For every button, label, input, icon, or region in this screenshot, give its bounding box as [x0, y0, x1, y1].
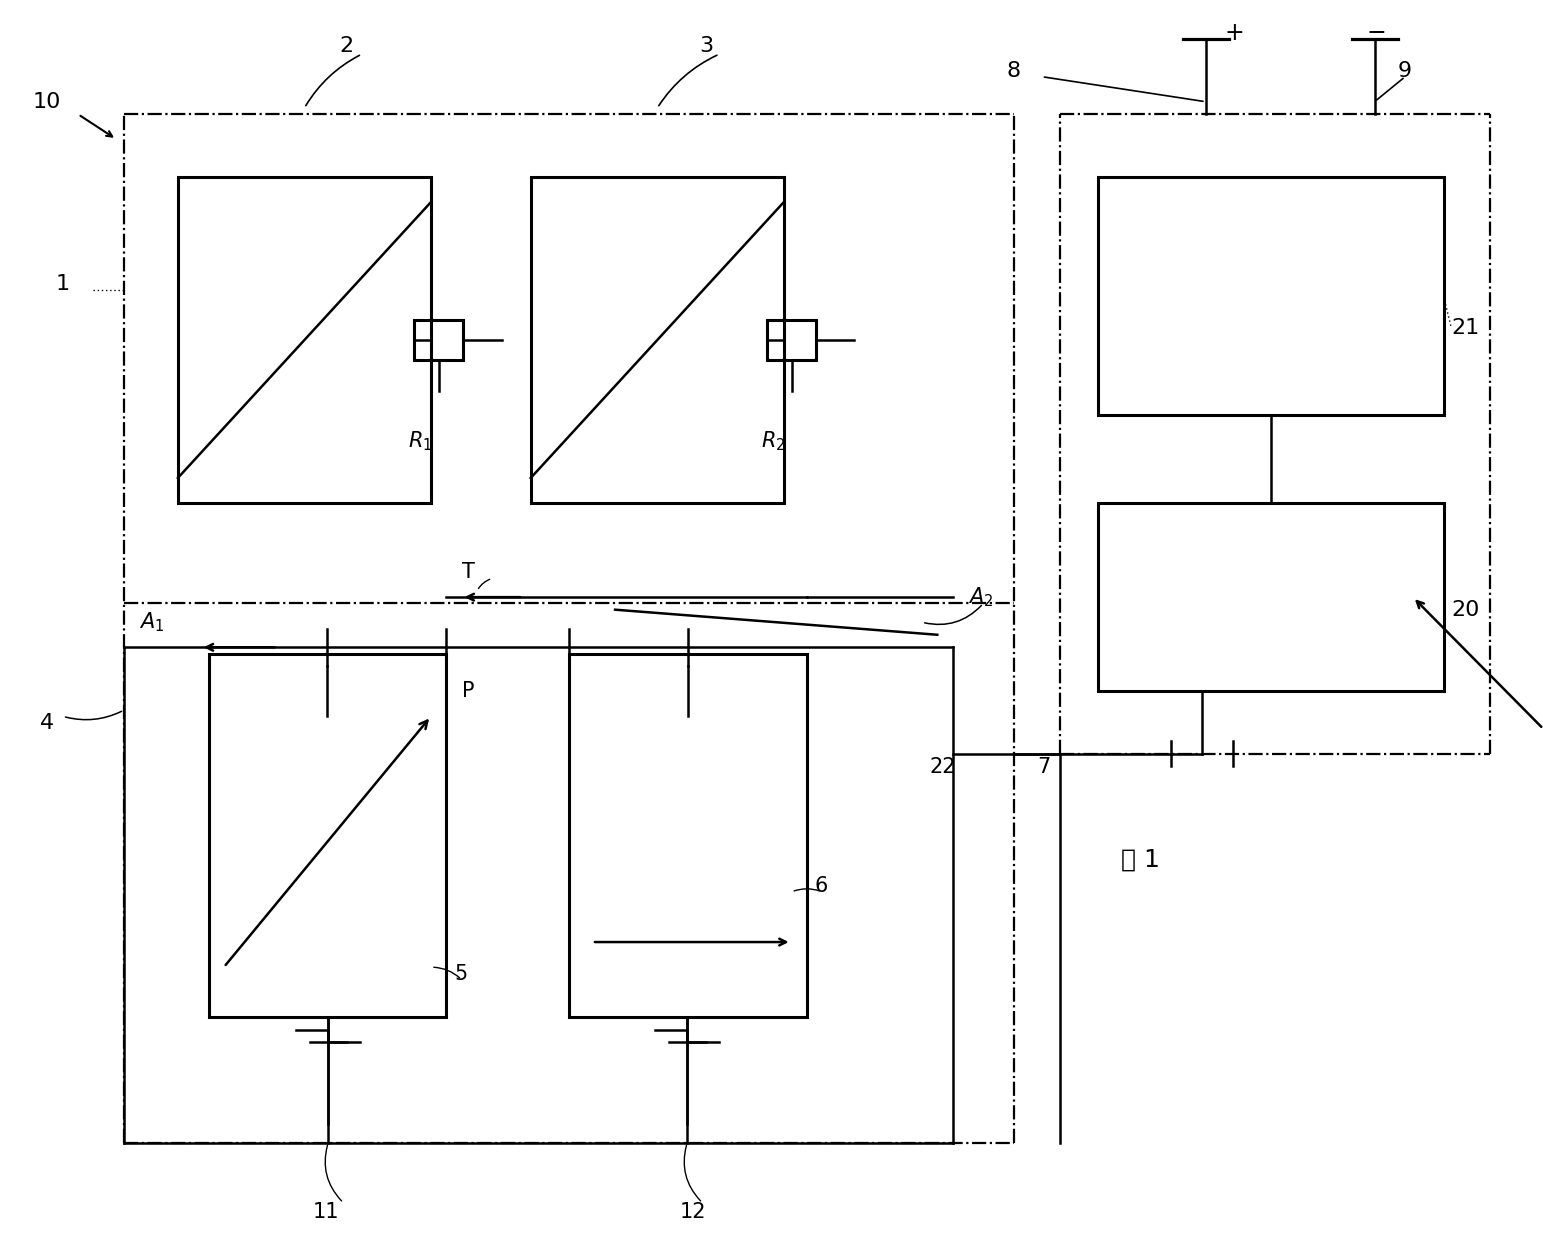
Text: T: T	[461, 562, 475, 582]
Text: 7: 7	[1037, 757, 1051, 777]
Bar	[1099, 177, 1444, 415]
Text: 1: 1	[56, 274, 69, 294]
Text: 12: 12	[679, 1202, 707, 1222]
Text: $A_1$: $A_1$	[139, 611, 165, 634]
Text: 11: 11	[313, 1202, 339, 1222]
Bar	[414, 321, 463, 360]
Bar	[767, 321, 816, 360]
Text: 4: 4	[40, 713, 54, 733]
Text: P: P	[461, 681, 474, 701]
Text: 9: 9	[1398, 60, 1412, 80]
Text: 10: 10	[32, 92, 60, 112]
Text: −: −	[1367, 21, 1387, 45]
Text: $R_1$: $R_1$	[407, 430, 432, 454]
Text: 图 1: 图 1	[1122, 847, 1160, 872]
Bar	[1099, 503, 1444, 691]
Text: 21: 21	[1452, 318, 1480, 338]
Text: $A_2$: $A_2$	[967, 586, 994, 608]
Text: 5: 5	[454, 964, 468, 984]
Text: 3: 3	[699, 35, 713, 55]
Text: 6: 6	[815, 876, 829, 896]
Text: 8: 8	[1006, 60, 1020, 80]
Text: $R_2$: $R_2$	[761, 430, 785, 454]
Text: +: +	[1224, 21, 1244, 45]
Text: 20: 20	[1452, 600, 1480, 620]
Bar	[531, 177, 784, 503]
Bar	[177, 177, 430, 503]
Bar	[569, 654, 807, 1017]
Bar	[208, 654, 446, 1017]
Text: 2: 2	[339, 35, 353, 55]
Text: 22: 22	[929, 757, 957, 777]
